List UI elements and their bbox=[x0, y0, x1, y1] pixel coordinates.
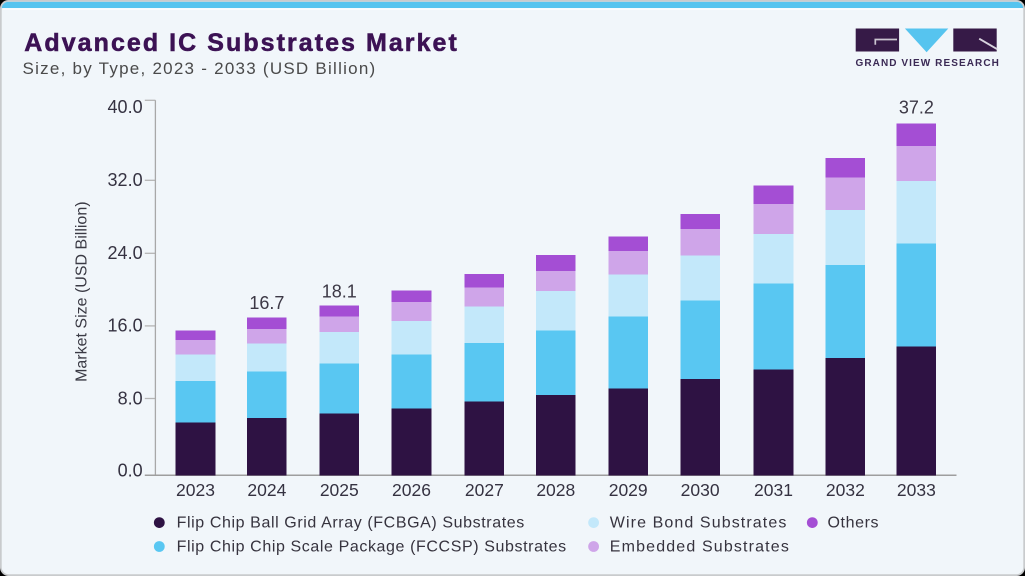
svg-text:Flip Chip Chip Scale Package (: Flip Chip Chip Scale Package (FCCSP) Sub… bbox=[177, 539, 567, 556]
svg-text:24.0: 24.0 bbox=[108, 243, 143, 263]
svg-text:2029: 2029 bbox=[609, 480, 648, 500]
svg-text:Market Size (USD Billion): Market Size (USD Billion) bbox=[74, 201, 91, 381]
svg-text:GRAND VIEW RESEARCH: GRAND VIEW RESEARCH bbox=[856, 58, 1000, 69]
svg-text:40.0: 40.0 bbox=[108, 97, 143, 117]
svg-text:2033: 2033 bbox=[897, 480, 936, 500]
svg-text:Advanced IC Substrates Market: Advanced IC Substrates Market bbox=[24, 29, 459, 57]
svg-text:18.1: 18.1 bbox=[322, 282, 357, 302]
svg-text:8.0: 8.0 bbox=[118, 388, 143, 408]
svg-text:2031: 2031 bbox=[754, 480, 793, 500]
svg-text:2032: 2032 bbox=[826, 480, 865, 500]
svg-text:16.7: 16.7 bbox=[249, 293, 284, 313]
svg-text:2026: 2026 bbox=[392, 480, 431, 500]
svg-text:0.0: 0.0 bbox=[118, 460, 143, 480]
svg-text:2024: 2024 bbox=[247, 480, 286, 500]
svg-text:Wire Bond Substrates: Wire Bond Substrates bbox=[610, 515, 788, 532]
svg-text:2030: 2030 bbox=[681, 480, 720, 500]
svg-text:2028: 2028 bbox=[536, 480, 575, 500]
svg-text:37.2: 37.2 bbox=[899, 97, 934, 117]
svg-text:2027: 2027 bbox=[465, 480, 504, 500]
svg-text:Size, by Type, 2023 - 2033 (US: Size, by Type, 2023 - 2033 (USD Billion) bbox=[23, 59, 377, 78]
svg-text:16.0: 16.0 bbox=[108, 316, 143, 336]
svg-text:2025: 2025 bbox=[320, 480, 359, 500]
svg-text:Flip Chip Ball Grid Array (FCB: Flip Chip Ball Grid Array (FCBGA) Substr… bbox=[177, 515, 525, 532]
svg-text:Embedded Substrates: Embedded Substrates bbox=[610, 539, 790, 556]
svg-text:2023: 2023 bbox=[176, 480, 215, 500]
svg-text:Others: Others bbox=[828, 515, 880, 532]
svg-text:32.0: 32.0 bbox=[108, 170, 143, 190]
